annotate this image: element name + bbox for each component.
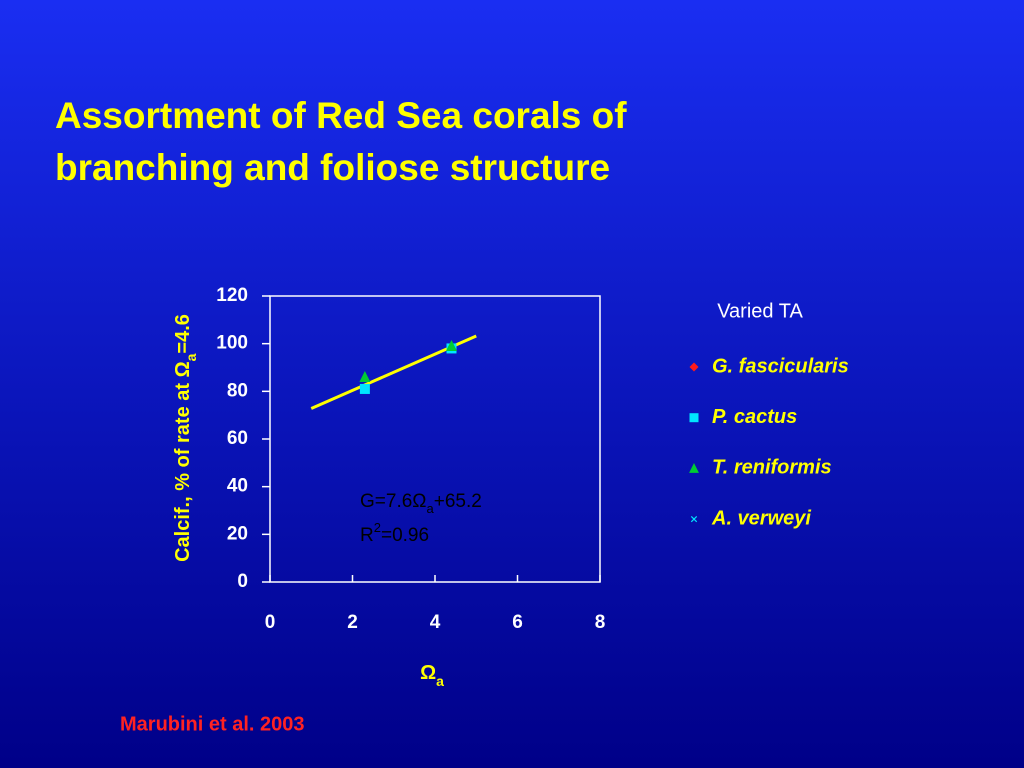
x-axis-label: Ωa bbox=[420, 662, 444, 688]
r-squared-sup: 2 bbox=[374, 520, 381, 535]
marker-triangle bbox=[359, 371, 371, 383]
y-tick-label: 100 bbox=[216, 333, 248, 354]
marker-triangle bbox=[446, 340, 457, 352]
slide-title: Assortment of Red Sea corals of branchin… bbox=[55, 95, 627, 188]
marker-diamond bbox=[689, 362, 699, 372]
x-label-part: Ω bbox=[420, 662, 436, 684]
legend-title: Varied TA bbox=[717, 300, 803, 322]
x-tick-label: 4 bbox=[430, 612, 441, 633]
y-tick-label: 80 bbox=[227, 380, 248, 401]
legend-label: P. cactus bbox=[712, 406, 797, 428]
x-tick-label: 8 bbox=[595, 612, 606, 633]
x-tick-label: 6 bbox=[512, 612, 523, 633]
y-axis-label: Calcif., % of rate at Ωa=4.6 bbox=[172, 314, 198, 562]
y-tick-label: 120 bbox=[216, 285, 248, 306]
y-tick-label: 0 bbox=[237, 571, 248, 592]
marker-x bbox=[690, 515, 698, 523]
x-tick-label: 2 bbox=[347, 612, 358, 633]
plot-frame bbox=[269, 295, 601, 583]
marker-triangle bbox=[689, 463, 699, 473]
x-tick-label: 0 bbox=[265, 612, 276, 633]
y-tick-label: 40 bbox=[227, 476, 248, 497]
y-label-part: =4.6 bbox=[172, 314, 194, 353]
r-squared-part: R bbox=[360, 525, 374, 546]
r-squared: R2=0.96 bbox=[360, 520, 429, 546]
marker-square bbox=[689, 413, 699, 423]
y-tick-label: 20 bbox=[227, 523, 248, 544]
equation-part: G=7.6Ω bbox=[360, 491, 427, 512]
legend-label: G. fascicularis bbox=[712, 355, 849, 377]
y-label-sub: a bbox=[183, 353, 199, 361]
equation: G=7.6Ωa+65.2 bbox=[360, 491, 482, 516]
x-label-sub: a bbox=[436, 673, 444, 689]
source: Marubini et al. 2003 bbox=[120, 713, 305, 735]
equation-part: +65.2 bbox=[434, 491, 482, 512]
legend-label: T. reniformis bbox=[712, 457, 832, 479]
y-tick-label: 60 bbox=[227, 428, 248, 449]
y-label-part: Calcif., % of rate at Ω bbox=[172, 361, 194, 562]
legend-label: A. verweyi bbox=[711, 507, 811, 529]
equation-sub: a bbox=[427, 501, 435, 516]
marker-square bbox=[359, 383, 370, 394]
r-squared-part: =0.96 bbox=[381, 525, 429, 546]
